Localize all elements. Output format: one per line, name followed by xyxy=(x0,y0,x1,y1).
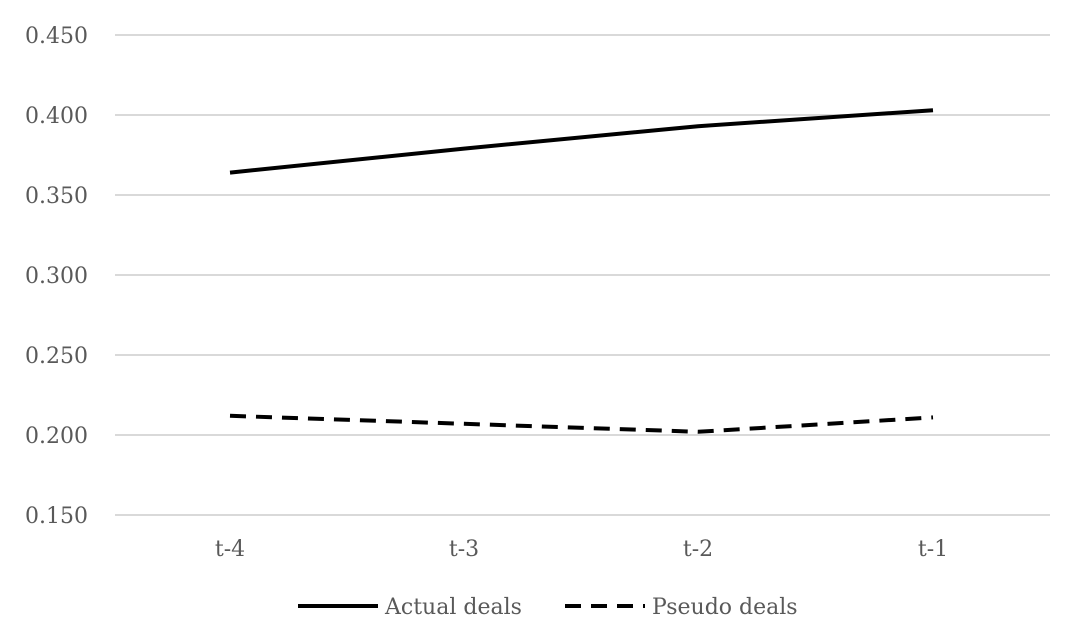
x-tick-label: t-3 xyxy=(449,537,479,562)
y-tick-label: 0.250 xyxy=(25,344,88,369)
x-tick-label: t-4 xyxy=(215,537,245,562)
y-tick-label: 0.400 xyxy=(25,104,88,129)
series-line-actual-deals xyxy=(229,108,934,175)
legend-label: Actual deals xyxy=(384,595,522,620)
x-tick-label: t-1 xyxy=(918,537,948,562)
y-tick-label: 0.300 xyxy=(25,264,88,289)
y-tick-label: 0.450 xyxy=(25,24,88,49)
x-tick-label: t-2 xyxy=(683,537,713,562)
legend-label: Pseudo deals xyxy=(652,595,798,620)
x-axis-tick-labels: t-4 t-3 t-2 t-1 xyxy=(215,537,948,562)
y-tick-label: 0.200 xyxy=(25,424,88,449)
series-line-pseudo-deals xyxy=(229,413,934,434)
y-tick-label: 0.150 xyxy=(25,504,88,529)
y-axis-tick-labels: 0.450 0.400 0.350 0.300 0.250 0.200 0.150 xyxy=(25,24,88,529)
y-tick-label: 0.350 xyxy=(25,184,88,209)
legend: Actual deals Pseudo deals xyxy=(298,595,798,620)
series-lines xyxy=(229,108,934,434)
gridlines xyxy=(115,34,1050,516)
